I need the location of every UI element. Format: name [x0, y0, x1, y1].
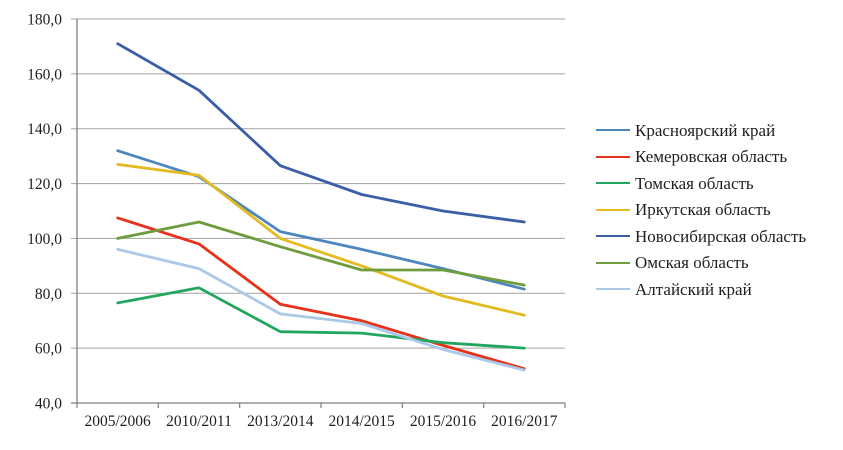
y-axis-label: 160,0 — [27, 66, 62, 83]
y-axis-label: 80,0 — [35, 286, 62, 303]
x-axis-label: 2015/2016 — [410, 413, 477, 430]
series-line-2 — [116, 286, 526, 350]
legend-label: Томская область — [635, 173, 754, 193]
legend-item-4: Новосибирская область — [596, 223, 841, 250]
legend-item-0: Красноярский край — [596, 117, 841, 144]
legend-item-5: Омская область — [596, 250, 841, 277]
y-axis-label: 60,0 — [35, 341, 62, 358]
y-axis-label: 40,0 — [35, 396, 62, 413]
y-axis-label: 100,0 — [27, 231, 62, 248]
legend-item-6: Алтайский край — [596, 276, 841, 303]
x-axis-label: 2013/2014 — [247, 413, 314, 430]
y-axis-label: 140,0 — [27, 121, 62, 138]
x-axis-label: 2014/2015 — [329, 413, 396, 430]
series-line-4 — [116, 42, 526, 224]
x-axis-label: 2010/2011 — [166, 413, 232, 430]
legend-item-3: Иркутская область — [596, 197, 841, 224]
legend-item-2: Томская область — [596, 170, 841, 197]
legend-label: Омская область — [635, 253, 749, 273]
series-line-1 — [116, 216, 526, 371]
legend-line-swatch — [596, 208, 630, 211]
legend-line-swatch — [596, 288, 630, 291]
x-axis-label: 2005/2006 — [85, 413, 152, 430]
legend-line-swatch — [596, 182, 630, 185]
legend-label: Новосибирская область — [635, 226, 807, 246]
series-line-3 — [116, 162, 526, 317]
legend-line-swatch — [596, 235, 630, 238]
legend-label: Алтайский край — [635, 279, 752, 299]
legend-line-swatch — [596, 261, 630, 264]
legend: Красноярский край Кемеровская область Томс… — [596, 117, 841, 303]
legend-label: Иркутская область — [635, 200, 771, 220]
legend-line-swatch — [596, 129, 630, 132]
legend-item-1: Кемеровская область — [596, 144, 841, 171]
y-axis-label: 180,0 — [27, 12, 62, 29]
series-line-6 — [116, 247, 526, 372]
x-axis-label: 2016/2017 — [491, 413, 558, 430]
legend-line-swatch — [596, 155, 630, 158]
y-axis-label: 120,0 — [27, 176, 62, 193]
legend-label: Кемеровская область — [635, 147, 788, 167]
legend-label: Красноярский край — [635, 120, 776, 140]
series-line-5 — [116, 220, 526, 287]
